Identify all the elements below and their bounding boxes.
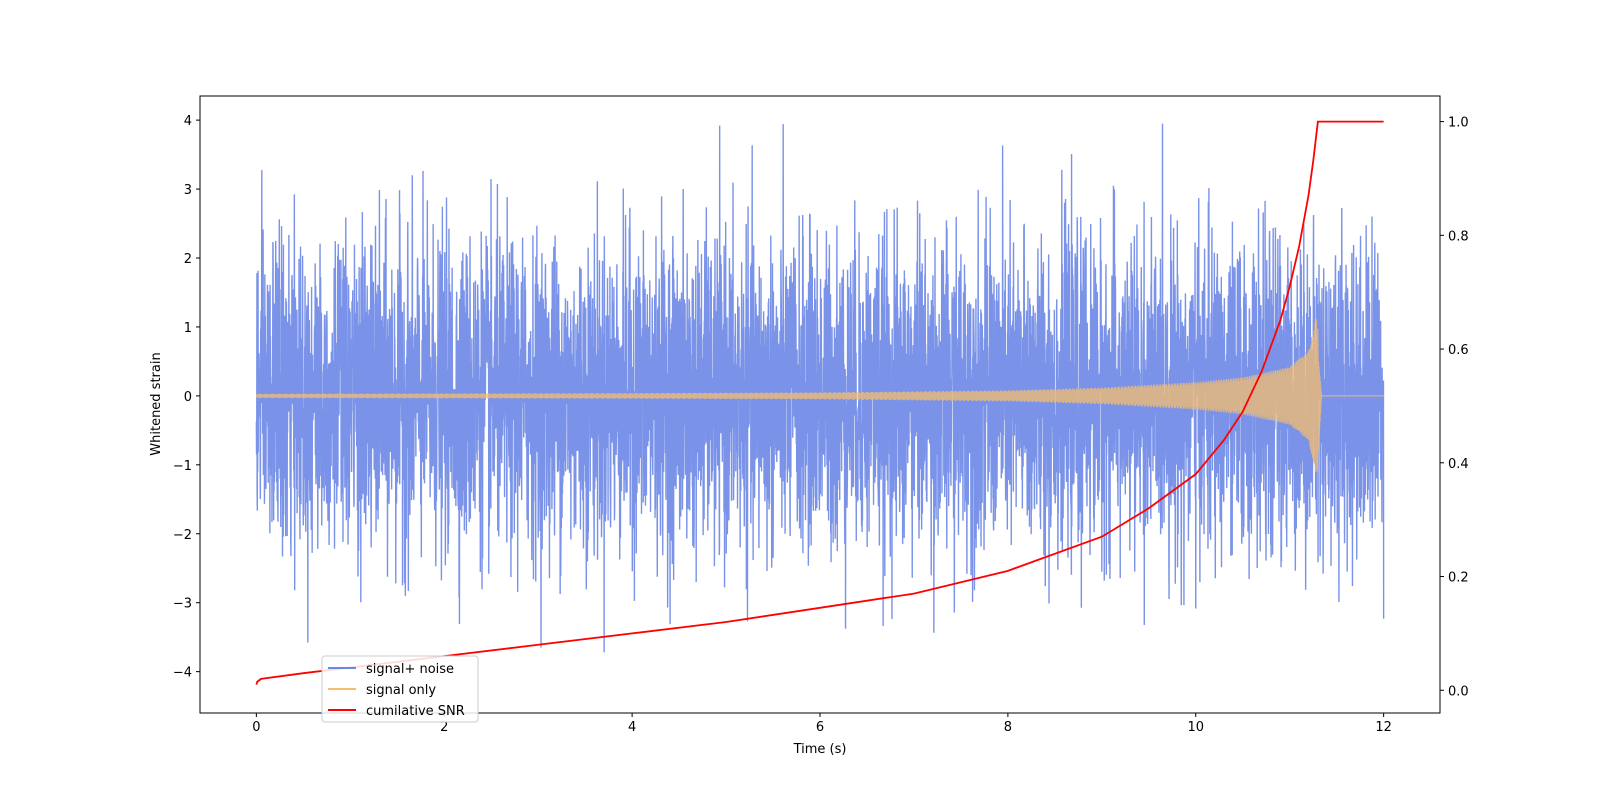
legend-label: cumilative SNR — [366, 704, 465, 719]
x-tick-label: 10 — [1187, 720, 1204, 735]
x-tick-label: 2 — [440, 720, 448, 735]
y-tick-label-left: −3 — [173, 597, 192, 612]
y-tick-label-left: 0 — [184, 390, 192, 405]
legend-box — [321, 655, 479, 723]
y-axis-label-left: Whitened strain — [149, 352, 164, 455]
series-line-signal-noise — [255, 123, 1385, 653]
y-tick-label-left: 4 — [184, 114, 192, 129]
x-tick-label: 8 — [1004, 720, 1012, 735]
legend-label: signal only — [366, 683, 436, 698]
y-tick-label-left: 2 — [184, 252, 192, 267]
y-tick-label-left: 3 — [184, 183, 192, 198]
y-tick-label-right: 0.6 — [1448, 343, 1469, 358]
y-tick-label-left: −1 — [173, 459, 192, 474]
y-tick-label-left: −2 — [173, 528, 192, 543]
y-tick-label-left: 1 — [184, 321, 192, 336]
x-tick-label: 4 — [628, 720, 636, 735]
y-tick-label-right: 0.0 — [1448, 684, 1469, 699]
series-line-signal-only — [255, 319, 1384, 473]
y-tick-label-right: 1.0 — [1448, 116, 1469, 131]
y-tick-label-right: 0.8 — [1448, 229, 1469, 244]
y-tick-label-left: −4 — [173, 666, 192, 681]
x-tick-label: 0 — [252, 720, 260, 735]
y-tick-label-right: 0.2 — [1448, 571, 1469, 586]
x-axis-label: Time (s) — [793, 742, 847, 757]
x-tick-label: 6 — [816, 720, 824, 735]
legend: signal+ noise signal only cumilative SNR — [321, 655, 479, 723]
legend-label: signal+ noise — [366, 662, 454, 677]
y-tick-label-right: 0.4 — [1448, 457, 1469, 472]
x-tick-label: 12 — [1375, 720, 1392, 735]
